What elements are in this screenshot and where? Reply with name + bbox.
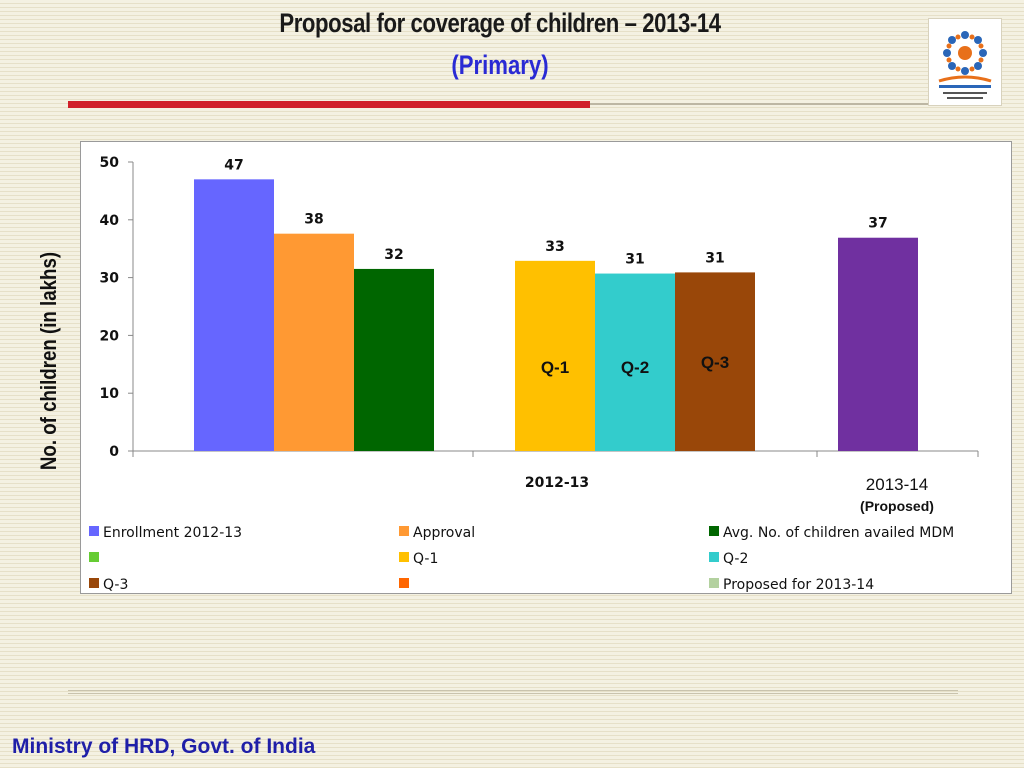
legend-label: Avg. No. of children availed MDM <box>723 525 955 541</box>
x-category-label: 2013-14 <box>866 475 928 494</box>
footer-rule <box>68 690 958 691</box>
bar-inner-label: Q-1 <box>541 358 569 377</box>
title-underline <box>68 101 590 108</box>
bar-chart: 0 10 20 30 40 50 47 38 32 33 Q-1 31 Q-2 31 Q-3 37 2012-1… <box>100 155 979 514</box>
legend-item: Avg. No. of children availed MDM <box>709 525 954 541</box>
legend-item <box>399 577 413 593</box>
legend-label: Q-2 <box>723 551 749 567</box>
bar-value-label: 33 <box>545 239 564 255</box>
bar <box>354 268 434 451</box>
legend-item <box>89 551 103 567</box>
bar <box>194 179 274 451</box>
legend-label: Enrollment 2012-13 <box>103 525 243 541</box>
y-axis-label-wrap: No. of children (in lakhs) <box>24 206 74 516</box>
x-category-label: 2012-13 <box>525 475 589 491</box>
legend-swatch <box>399 526 409 536</box>
y-tick-label: 50 <box>100 155 120 171</box>
legend-label: Approval <box>413 525 476 541</box>
footer-text: Ministry of HRD, Govt. of India <box>12 735 316 758</box>
y-tick-label: 10 <box>100 386 120 402</box>
legend-swatch <box>89 578 99 588</box>
bar-inner-label: Q-2 <box>621 358 649 377</box>
legend-label: Proposed for 2013-14 <box>723 577 875 593</box>
legend-swatch <box>89 552 99 562</box>
legend-swatch <box>399 578 409 588</box>
y-tick-label: 40 <box>100 213 120 229</box>
legend-item: Proposed for 2013-14 <box>709 577 874 593</box>
legend-swatch <box>89 526 99 536</box>
legend-label: Q-1 <box>413 551 439 567</box>
legend-swatch <box>399 552 409 562</box>
legend-swatch <box>709 552 719 562</box>
legend-item: Q-3 <box>89 577 128 593</box>
y-axis-label: No. of children (in lakhs) <box>36 251 61 471</box>
chart-area: 0 10 20 30 40 50 47 38 32 33 Q-1 31 Q-2 31 Q-3 37 2012-1… <box>80 141 1012 594</box>
bar-value-label: 38 <box>304 212 323 228</box>
bar-value-label: 47 <box>224 157 243 173</box>
legend-item: Enrollment 2012-13 <box>89 525 242 541</box>
bar-value-label: 32 <box>384 247 403 263</box>
x-category-sublabel: (Proposed) <box>860 498 934 514</box>
bar <box>838 237 918 451</box>
bar-value-label: 31 <box>705 250 724 266</box>
bar <box>595 273 675 451</box>
y-tick-label: 20 <box>100 328 120 344</box>
legend-label: Q-3 <box>103 577 129 593</box>
y-tick-label: 0 <box>109 444 119 460</box>
bar <box>274 233 354 451</box>
mid-day-meal-logo <box>928 18 1002 106</box>
bar-value-label: 37 <box>868 216 887 232</box>
bar <box>675 272 755 451</box>
legend-item: Q-2 <box>709 551 748 567</box>
title-rule <box>590 103 950 105</box>
slide-subtitle: (Primary) <box>451 50 549 80</box>
legend-item: Approval <box>399 525 475 541</box>
footer-rule-secondary <box>68 693 958 694</box>
slide-title: Proposal for coverage of children – 2013… <box>279 8 721 38</box>
legend-swatch <box>709 526 719 536</box>
bar <box>515 260 595 451</box>
bar-inner-label: Q-3 <box>701 353 729 372</box>
legend-swatch <box>709 578 719 588</box>
legend-item: Q-1 <box>399 551 438 567</box>
y-tick-label: 30 <box>100 271 120 287</box>
bar-value-label: 31 <box>625 252 644 268</box>
